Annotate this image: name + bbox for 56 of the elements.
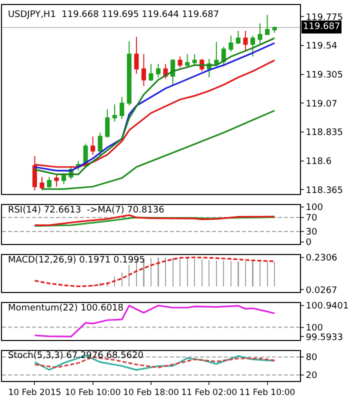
y-tick-label: 30 (306, 228, 318, 238)
x-tick-label: 10 Feb 2015 (8, 388, 62, 398)
y-tick-label: 100 (306, 203, 324, 214)
ref-line-label: 119.687 (303, 22, 340, 32)
y-tick-label: 119.305 (306, 70, 344, 80)
candlestick (258, 22, 262, 45)
candlestick (54, 174, 59, 188)
y-tick-label: 20 (306, 371, 318, 382)
candlestick (170, 58, 176, 86)
candlestick (185, 54, 190, 67)
candlestick (243, 30, 248, 51)
y-tick-label: 70 (306, 214, 318, 224)
candlestick (156, 63, 161, 78)
y-tick-label: 118.835 (306, 128, 344, 138)
candlestick (272, 26, 277, 34)
x-tick-label: 10 Feb 18:00 (123, 388, 179, 398)
y-tick-label: 118.365 (306, 186, 344, 196)
candlestick (98, 132, 102, 156)
x-tick-label: 10 Feb 10:00 (64, 388, 121, 398)
candlestick (105, 108, 110, 138)
x-tick-label: 11 Feb 10:00 (239, 388, 296, 398)
line-series (41, 110, 276, 190)
candlestick (141, 54, 146, 86)
text: USDJPY,H1 119.668 119.695 119.644 119.687 (8, 10, 220, 20)
candlestick (148, 63, 154, 82)
y-tick-label: 80 (306, 353, 318, 364)
candlestick (236, 30, 240, 45)
y-tick-label: 119.54 (306, 42, 338, 52)
y-tick-label: 0.2306 (306, 254, 338, 264)
y-tick-label: 0 (306, 238, 312, 248)
candlestick (112, 104, 117, 122)
candlestick (192, 54, 197, 66)
y-tick-label: 0.0267 (306, 286, 338, 296)
y-tick-label: 100 (306, 323, 324, 334)
candlestick (265, 14, 270, 35)
candlestick (46, 176, 52, 188)
chart-title: RSI(14) 72.6613 ->MA(7) 70.8136 (8, 205, 165, 216)
candlestick (62, 172, 66, 185)
y-tick-label: 118.6 (306, 157, 332, 168)
candlestick (40, 176, 44, 191)
y-tick-label: 119.07 (306, 99, 338, 110)
candlestick (126, 40, 132, 106)
y-tick-label: 119.775 (306, 12, 344, 23)
candlestick (134, 36, 139, 74)
candlestick (214, 41, 219, 67)
candlestick (120, 96, 124, 120)
chart-title: Momentum(22) 100.6018 (8, 303, 124, 314)
y-tick-label: 99.5933 (306, 332, 344, 343)
candlestick (250, 35, 256, 58)
y-tick-label: 100.9401 (306, 302, 349, 312)
candlestick (228, 35, 234, 52)
x-tick-label: 11 Feb 02:00 (181, 388, 238, 398)
candlestick (178, 56, 182, 68)
candlestick (221, 46, 226, 67)
candlestick (90, 136, 96, 156)
chart-title: MACD(12,26,9) 0.1971 0.1995 (8, 255, 146, 266)
